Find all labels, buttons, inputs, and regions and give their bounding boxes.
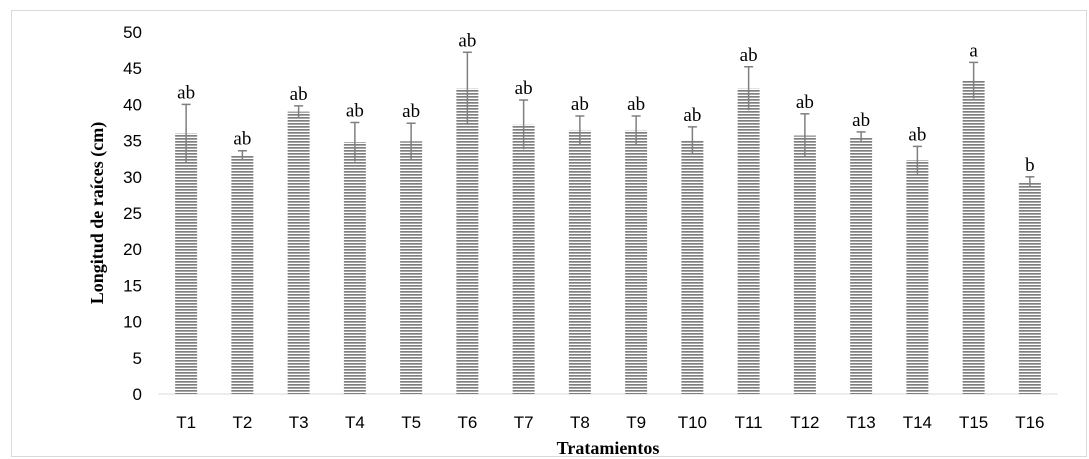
bar bbox=[400, 141, 423, 394]
significance-label: ab bbox=[740, 45, 758, 66]
x-tick-label: T4 bbox=[345, 413, 365, 432]
y-tick-label: 10 bbox=[123, 313, 142, 332]
x-tick-label: T12 bbox=[790, 413, 819, 432]
bar bbox=[737, 88, 760, 395]
y-axis-title: Longitud de raíces (cm) bbox=[87, 122, 108, 304]
y-tick-label: 35 bbox=[123, 132, 142, 151]
bar bbox=[962, 80, 985, 395]
x-tick-label: T10 bbox=[678, 413, 707, 432]
significance-label: ab bbox=[908, 124, 926, 145]
x-tick-label: T1 bbox=[176, 413, 196, 432]
significance-label: ab bbox=[627, 94, 645, 115]
significance-label: ab bbox=[290, 84, 308, 105]
bars bbox=[175, 80, 1041, 395]
significance-label: ab bbox=[233, 129, 251, 150]
significance-label: ab bbox=[683, 105, 701, 126]
significance-label: ab bbox=[402, 101, 420, 122]
x-tick-label: T5 bbox=[401, 413, 421, 432]
x-tick-label: T13 bbox=[846, 413, 875, 432]
bar bbox=[456, 88, 479, 395]
x-tick-label: T15 bbox=[959, 413, 988, 432]
y-tick-label: 45 bbox=[123, 59, 142, 78]
significance-label: a bbox=[969, 40, 978, 61]
significance-label: b bbox=[1025, 155, 1035, 176]
y-tick-label: 40 bbox=[123, 95, 142, 114]
bar bbox=[793, 135, 816, 395]
x-tick-label: T3 bbox=[289, 413, 309, 432]
bar bbox=[1018, 181, 1041, 394]
error-bars bbox=[181, 51, 1035, 187]
bar bbox=[850, 136, 873, 395]
x-axis-title: Tratamientos bbox=[557, 438, 660, 458]
y-tick-label: 25 bbox=[123, 204, 142, 223]
bar bbox=[175, 133, 198, 395]
bar bbox=[906, 160, 929, 394]
bar bbox=[568, 130, 591, 395]
x-axis: T1 T2 T3 T4 T5 T6 T7 T8 T9 T10 T11 T12 T13 T14 T15 T16 bbox=[158, 393, 1058, 432]
bar bbox=[343, 142, 366, 394]
y-tick-label: 5 bbox=[133, 349, 142, 368]
bar bbox=[231, 155, 254, 394]
x-tick-label: T2 bbox=[232, 413, 252, 432]
x-tick-label: T16 bbox=[1015, 413, 1044, 432]
bar bbox=[512, 124, 535, 394]
significance-label: ab bbox=[571, 94, 589, 115]
x-tick-label: T6 bbox=[457, 413, 477, 432]
y-tick-label: 50 bbox=[123, 23, 142, 42]
significance-label: ab bbox=[458, 30, 476, 51]
x-tick-label: T9 bbox=[626, 413, 646, 432]
y-tick-label: 15 bbox=[123, 276, 142, 295]
y-tick-label: 30 bbox=[123, 168, 142, 187]
bar bbox=[625, 130, 648, 395]
y-tick-label: 0 bbox=[133, 385, 142, 404]
significance-label: ab bbox=[852, 110, 870, 131]
significance-label: ab bbox=[177, 82, 195, 103]
y-tick-label: 20 bbox=[123, 240, 142, 259]
y-axis: 0 5 10 15 20 25 30 35 40 45 50 bbox=[123, 23, 142, 404]
significance-label: ab bbox=[515, 78, 533, 99]
x-tick-label: T11 bbox=[735, 413, 763, 432]
x-tick-label: T14 bbox=[903, 413, 932, 432]
bar bbox=[681, 140, 704, 394]
significance-label: ab bbox=[346, 101, 364, 122]
bar bbox=[287, 111, 310, 394]
x-tick-label: T7 bbox=[514, 413, 534, 432]
significance-label: ab bbox=[796, 92, 814, 113]
x-tick-label: T8 bbox=[570, 413, 590, 432]
